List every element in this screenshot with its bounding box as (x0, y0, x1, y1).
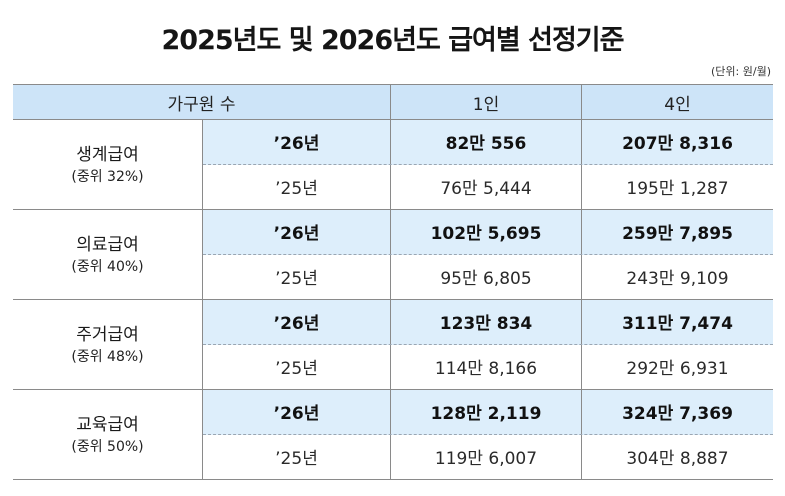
value-1person: 119만 6,007 (390, 434, 581, 479)
group-label: 생계급여 (중위 32%) (13, 120, 203, 209)
value-1person: 128만 2,119 (390, 390, 581, 434)
median-ratio: (중위 40%) (71, 258, 144, 275)
benefit-name: 교육급여 (76, 414, 139, 435)
group-medical: 의료급여 (중위 40%) ’26년 102만 5,695 259만 7,895… (13, 210, 773, 300)
value-4person: 311만 7,474 (581, 300, 773, 344)
header-4person: 4인 (581, 85, 773, 119)
group-label: 교육급여 (중위 50%) (13, 390, 203, 479)
table-row: ’26년 128만 2,119 324만 7,369 (203, 390, 773, 435)
value-1person: 95만 6,805 (390, 254, 581, 299)
value-4person: 292만 6,931 (581, 344, 773, 389)
year-cell: ’26년 (273, 134, 320, 155)
value-1person: 114만 8,166 (390, 344, 581, 389)
benefit-name: 의료급여 (76, 234, 139, 255)
group-label: 의료급여 (중위 40%) (13, 210, 203, 299)
table-row: ’25년 76만 5,444 195만 1,287 (203, 164, 773, 209)
table-row: ’26년 102만 5,695 259만 7,895 (203, 210, 773, 255)
header-household: 가구원 수 (167, 94, 236, 115)
benefit-name: 주거급여 (76, 324, 139, 345)
table-row: ’26년 123만 834 311만 7,474 (203, 300, 773, 345)
year-cell: ’25년 (275, 179, 318, 200)
year-cell: ’26년 (273, 404, 320, 425)
group-housing: 주거급여 (중위 48%) ’26년 123만 834 311만 7,474 ’… (13, 300, 773, 390)
year-cell: ’25년 (275, 269, 318, 290)
year-cell: ’26년 (273, 224, 320, 245)
value-1person: 76만 5,444 (390, 164, 581, 209)
year-cell: ’26년 (273, 314, 320, 335)
group-livelihood: 생계급여 (중위 32%) ’26년 82만 556 207만 8,316 ’2… (13, 120, 773, 210)
year-cell: ’25년 (275, 449, 318, 470)
benefit-name: 생계급여 (76, 144, 139, 165)
table-row: ’26년 82만 556 207만 8,316 (203, 120, 773, 165)
table-row: ’25년 95만 6,805 243만 9,109 (203, 254, 773, 299)
median-ratio: (중위 32%) (71, 168, 144, 185)
value-1person: 123만 834 (390, 300, 581, 344)
value-4person: 304만 8,887 (581, 434, 773, 479)
value-4person: 207만 8,316 (581, 120, 773, 164)
year-cell: ’25년 (275, 359, 318, 380)
criteria-table: 가구원 수 1인 4인 생계급여 (중위 32%) ’26년 82만 556 2… (13, 84, 773, 480)
table-row: ’25년 119만 6,007 304만 8,887 (203, 434, 773, 479)
median-ratio: (중위 48%) (71, 348, 144, 365)
value-4person: 195만 1,287 (581, 164, 773, 209)
value-1person: 102만 5,695 (390, 210, 581, 254)
value-4person: 259만 7,895 (581, 210, 773, 254)
unit-note: (단위: 원/월) (711, 65, 771, 78)
value-4person: 243만 9,109 (581, 254, 773, 299)
value-1person: 82만 556 (390, 120, 581, 164)
table-header: 가구원 수 1인 4인 (13, 85, 773, 120)
page-title: 2025년도 및 2026년도 급여별 선정기준 (161, 25, 625, 56)
group-education: 교육급여 (중위 50%) ’26년 128만 2,119 324만 7,369… (13, 390, 773, 480)
median-ratio: (중위 50%) (71, 438, 144, 455)
value-4person: 324만 7,369 (581, 390, 773, 434)
table-row: ’25년 114만 8,166 292만 6,931 (203, 344, 773, 389)
header-1person: 1인 (390, 85, 581, 119)
group-label: 주거급여 (중위 48%) (13, 300, 203, 389)
